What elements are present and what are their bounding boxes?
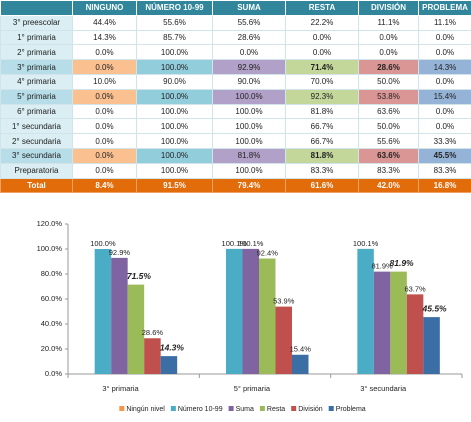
bar [160, 356, 178, 374]
column-header: NÚMERO 10-99 [136, 0, 213, 16]
bar [275, 306, 292, 374]
total-row: Total 8.4% 91.5% 79.4% 61.6% 42.0% 16.8% [0, 177, 471, 194]
y-tick-label: 100.0% [37, 244, 63, 253]
bar [144, 338, 161, 374]
y-tick-label: 80.0% [41, 269, 63, 278]
legend-label: Número 10-99 [178, 406, 223, 413]
table-row: 1° primaria 14.3% 85.7% 28.6% 0.0% 0.0% 0.0% [0, 29, 471, 46]
table-cell: 0.0% [72, 88, 137, 105]
legend-label: División [298, 406, 323, 413]
legend-swatch [259, 406, 265, 411]
legend-label: Resta [267, 406, 285, 413]
bar [226, 248, 243, 374]
row-label: Total [0, 177, 73, 194]
bar [259, 258, 276, 374]
table-cell: 79.4% [212, 177, 286, 194]
value-label: 14.3% [160, 342, 185, 352]
x-tick-label: 3° primaria [102, 384, 139, 393]
row-label: 6° primaria [0, 103, 73, 120]
y-tick-label: 0.0% [45, 369, 62, 378]
header-row: NINGUNO NÚMERO 10-99 SUMA RESTA DIVISIÓN PROB… [0, 0, 471, 16]
value-label: 28.6% [142, 328, 164, 337]
row-label: 1° primaria [0, 29, 73, 46]
value-label: 63.7% [404, 284, 426, 293]
value-label: 100.1% [222, 239, 248, 248]
table-cell: 100.0% [212, 88, 286, 105]
table-cell: 71.4% [285, 59, 359, 75]
column-header: SUMA [212, 0, 286, 16]
table-cell: 91.5% [136, 177, 213, 194]
table-cell: 92.9% [212, 59, 286, 75]
value-label: 92.9% [109, 248, 131, 257]
value-label: 53.9% [273, 297, 295, 306]
table-row: 2° secundaria 0.0% 100.0% 100.0% 66.7% 55.6% 3… [0, 133, 471, 149]
bar [292, 354, 309, 374]
value-label: 100.0% [90, 239, 116, 248]
value-label: 81.9% [390, 258, 415, 268]
legend-label: Ningún nivel [126, 406, 165, 413]
row-label: 3° secundaria [0, 147, 73, 164]
table-row: 3° primaria 0.0% 100.0% 92.9% 71.4% 28.6% 14.3… [0, 59, 471, 75]
table-row: 2° primaria 0.0% 100.0% 0.0% 0.0% 0.0% 0.0% [0, 44, 471, 61]
value-label: 92.4% [257, 248, 279, 257]
y-tick-label: 20.0% [41, 344, 63, 353]
value-label: 45.5% [422, 303, 448, 313]
table-cell: 81.8% [212, 147, 286, 164]
table-cell: 61.6% [285, 177, 359, 194]
bar [357, 248, 374, 374]
table-cell: 8.4% [72, 177, 137, 194]
bar [373, 271, 391, 374]
y-tick-label: 120.0% [37, 219, 63, 228]
y-tick-label: 40.0% [41, 319, 63, 328]
row-label: 5° primaria [0, 88, 73, 105]
x-tick-label: 3° secundaria [360, 384, 407, 393]
corner-cell [0, 0, 73, 16]
table-cell: 100.0% [136, 59, 213, 75]
table-cell: 81.8% [285, 147, 359, 164]
column-header: DIVISIÓN [358, 0, 419, 16]
value-label: 81.9% [371, 262, 393, 271]
table-row: 5° primaria 0.0% 100.0% 100.0% 92.3% 53.8% 15.… [0, 88, 471, 105]
column-header: RESTA [285, 0, 359, 16]
bar [127, 284, 145, 374]
legend-swatch [228, 406, 234, 411]
legend-swatch [291, 406, 297, 411]
table-cell: 0.0% [72, 147, 137, 164]
data-table: NINGUNO NÚMERO 10-99 SUMA RESTA DIVISIÓN PROB… [0, 0, 471, 194]
value-label: 100.1% [238, 239, 264, 248]
bar [94, 249, 112, 374]
bar [111, 257, 128, 374]
column-header: PROBLEMA [418, 0, 471, 16]
legend-label: Suma [236, 406, 254, 413]
table-row: 4° primaria 10.0% 90.0% 90.0% 70.0% 50.0% 0.0% [0, 73, 471, 90]
table-cell: 42.0% [358, 177, 419, 194]
row-label: 2° primaria [0, 44, 73, 61]
table-row: 3° secundaria 0.0% 100.0% 81.8% 81.8% 63.6% 45… [0, 147, 471, 164]
y-tick-label: 60.0% [41, 294, 63, 303]
value-label: 71.5% [127, 271, 152, 281]
legend-swatch [328, 406, 334, 411]
row-label: Preparatoria [0, 162, 73, 179]
legend-swatch [170, 406, 176, 411]
bar [242, 248, 259, 374]
bar [406, 294, 424, 374]
bar [390, 271, 407, 374]
bar [423, 317, 440, 374]
value-label: 15.4% [290, 345, 312, 354]
value-label: 100.1% [353, 239, 379, 248]
table-cell: 53.8% [358, 88, 419, 105]
row-label: 3° preescolar [0, 14, 73, 31]
x-tick-label: 5° primaria [234, 384, 271, 393]
legend-swatch [119, 406, 125, 411]
column-header: NINGUNO [72, 0, 137, 16]
row-label: 1° secundaria [0, 118, 73, 135]
legend-label: Problema [336, 406, 366, 413]
table-cell: 16.8% [418, 177, 471, 194]
